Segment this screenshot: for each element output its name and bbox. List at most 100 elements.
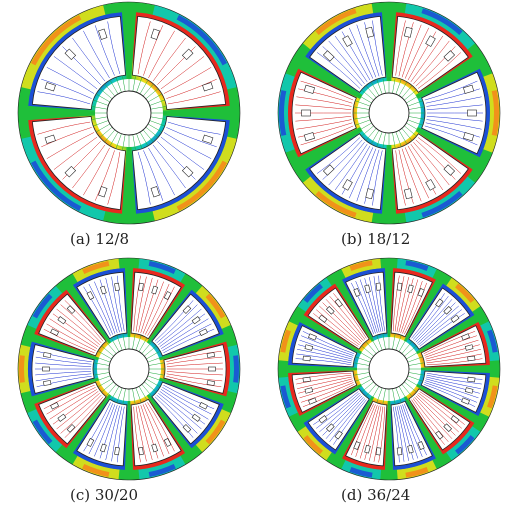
slot: [42, 366, 50, 372]
slot: [464, 344, 474, 351]
flux-line: [105, 277, 120, 333]
flux-line: [316, 52, 361, 89]
centre-flux-line: [132, 75, 136, 92]
flux-line: [415, 139, 456, 180]
flux-line: [163, 384, 215, 410]
flux-line: [35, 373, 92, 382]
slot: [198, 328, 208, 336]
flux-line: [411, 399, 445, 445]
centre-flux-line: [408, 106, 425, 110]
centre-flux-line: [142, 83, 154, 97]
flux-line: [295, 358, 352, 366]
flux-line: [60, 394, 102, 434]
yoke-hotspot: [455, 283, 475, 303]
flux-plot-d: [277, 257, 501, 481]
yoke-hotspot: [30, 160, 82, 212]
flux-line: [111, 406, 123, 462]
centre-flux-line: [142, 129, 154, 143]
centre-flux-line: [407, 119, 423, 126]
flux-line: [313, 391, 359, 425]
yoke-band: [152, 5, 237, 90]
yoke-hotspot: [279, 90, 287, 136]
motor-diagram-a: (a) 12/8: [0, 0, 259, 256]
centre-flux-line: [401, 128, 413, 141]
slot: [443, 423, 453, 433]
yoke-band: [302, 3, 374, 50]
flux-line: [355, 404, 376, 457]
yoke-hotspot: [280, 385, 291, 409]
slot: [98, 28, 108, 40]
centre-flux-line: [115, 77, 122, 93]
flux-line: [295, 104, 352, 110]
flux-line: [49, 389, 98, 420]
centre-flux-line: [148, 362, 165, 366]
flux-line: [426, 349, 481, 362]
flux-line: [157, 141, 196, 180]
caption-b: (b) 18/12: [341, 230, 411, 248]
flux-line: [35, 371, 92, 376]
flux-line: [426, 96, 482, 107]
flux-line: [152, 144, 186, 189]
flux-line: [159, 391, 206, 425]
yoke-hotspot: [18, 355, 25, 383]
flux-line: [425, 380, 479, 399]
flux-line: [298, 122, 353, 138]
motor-diagram-c: (c) 30/20: [0, 256, 259, 512]
flux-line: [156, 394, 198, 434]
yoke-hotspot: [32, 419, 53, 445]
flux-line: [94, 281, 116, 334]
centre-flux-line: [149, 99, 165, 106]
slot: [301, 109, 311, 117]
flux-line: [296, 119, 352, 130]
flux-line: [401, 24, 422, 78]
slot: [303, 132, 315, 142]
centre-flux-line: [91, 116, 108, 120]
centre-flux-line: [370, 337, 380, 352]
flux-line: [72, 144, 106, 189]
centre-flux-line: [355, 100, 371, 107]
yoke-hotspot: [176, 160, 228, 212]
yoke-hotspot: [205, 293, 226, 319]
centre-flux-line: [401, 341, 413, 354]
slot: [318, 314, 328, 323]
centre-flux-line: [99, 88, 113, 100]
centre-flux-line: [353, 116, 370, 120]
flux-line: [351, 403, 374, 456]
flux-line: [53, 136, 98, 170]
flux-line: [296, 353, 352, 364]
centre-flux-line: [357, 378, 372, 388]
winding-block: [76, 398, 128, 467]
flux-line: [117, 275, 125, 332]
slot: [182, 305, 192, 314]
yoke-hotspot: [421, 191, 463, 218]
centre-flux-line: [138, 337, 148, 352]
centre-flux-line: [392, 388, 396, 405]
centre-flux-line: [144, 345, 157, 357]
flux-line: [356, 148, 377, 202]
slot: [99, 285, 107, 295]
centre-flux-line: [382, 77, 386, 94]
slot: [403, 26, 413, 38]
centre-flux-line: [146, 350, 161, 360]
slot: [464, 387, 474, 394]
flux-line: [329, 296, 366, 340]
flux-line: [396, 406, 409, 461]
flux-line: [424, 382, 477, 403]
slot: [463, 84, 475, 94]
slot: [403, 188, 413, 200]
stator-outline: [17, 257, 241, 481]
yoke-hotspot: [32, 293, 53, 319]
flux-line: [142, 281, 164, 334]
flux-line: [145, 403, 170, 455]
centre-flux-line: [357, 122, 372, 132]
flux-line: [407, 145, 437, 195]
yoke-hotspot: [205, 419, 226, 445]
flux-line: [299, 339, 353, 358]
slot: [163, 438, 172, 447]
flux-line: [154, 396, 194, 438]
slot: [467, 355, 476, 362]
caption-a: (a) 12/8: [70, 230, 130, 248]
flux-line: [355, 281, 376, 334]
flux-line: [295, 116, 352, 122]
slot: [417, 288, 425, 297]
